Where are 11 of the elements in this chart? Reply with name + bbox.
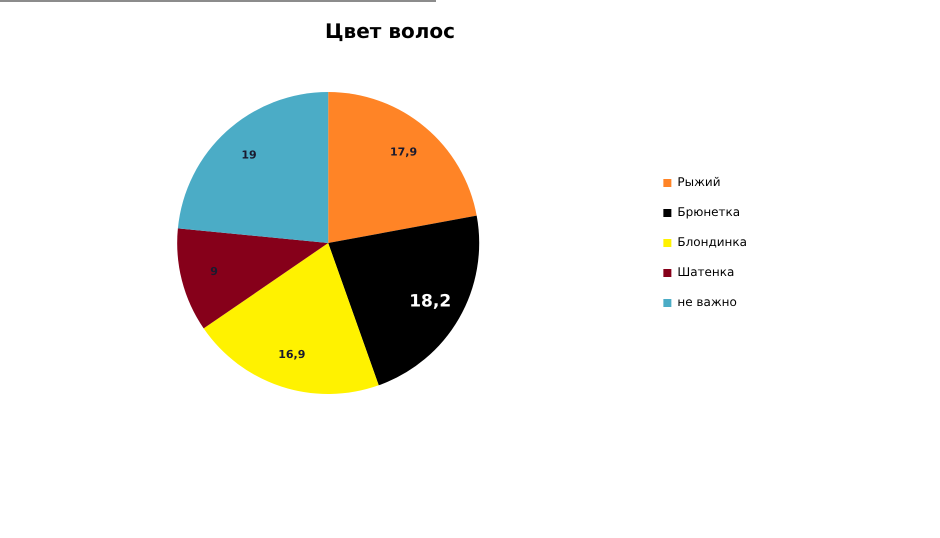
legend-label: Рыжий — [677, 175, 720, 190]
data-label: 17,9 — [390, 145, 418, 158]
data-label: 18,2 — [409, 291, 452, 312]
data-label: 19 — [241, 148, 257, 162]
legend-label: Блондинка — [677, 235, 748, 250]
legend-label: не важно — [677, 295, 737, 310]
data-label: 16,9 — [278, 348, 306, 361]
data-label: 9 — [210, 265, 218, 278]
chart-title: Цвет волос — [324, 18, 456, 45]
legend-label: Брюнетка — [677, 205, 740, 220]
legend-label: Шатенка — [677, 265, 734, 280]
